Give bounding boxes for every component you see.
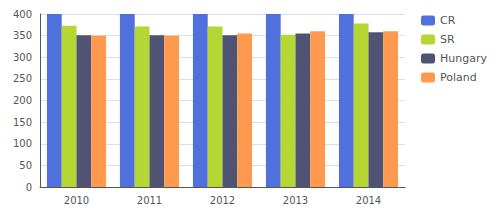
svg-text:Hungary: Hungary [440, 52, 487, 65]
svg-text:350: 350 [13, 30, 32, 41]
svg-text:2011: 2011 [137, 195, 162, 206]
svg-text:150: 150 [13, 117, 32, 128]
svg-text:300: 300 [13, 52, 32, 63]
svg-text:50: 50 [19, 160, 32, 171]
svg-text:2013: 2013 [283, 195, 308, 206]
svg-text:2010: 2010 [64, 195, 89, 206]
svg-text:100: 100 [13, 138, 32, 149]
svg-text:0: 0 [26, 182, 32, 193]
svg-text:CR: CR [440, 14, 456, 27]
svg-text:SR: SR [440, 33, 455, 46]
svg-text:250: 250 [13, 73, 32, 84]
svg-text:2012: 2012 [210, 195, 235, 206]
svg-text:Poland: Poland [440, 71, 477, 84]
svg-text:400: 400 [13, 9, 32, 20]
svg-text:2014: 2014 [356, 195, 381, 206]
svg-text:200: 200 [13, 95, 32, 106]
